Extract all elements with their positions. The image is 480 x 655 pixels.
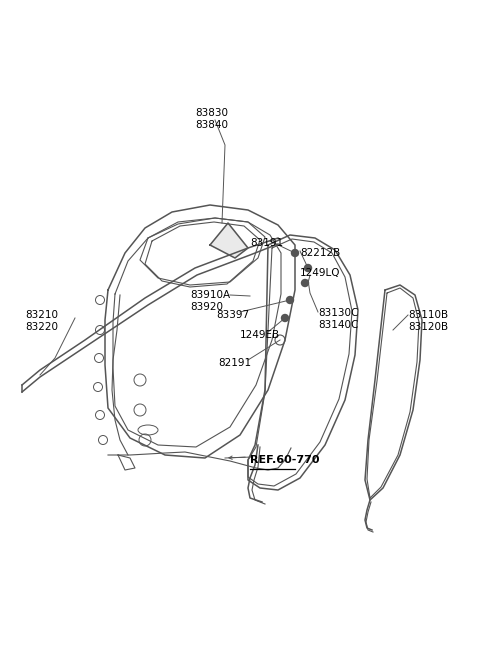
Text: 83210
83220: 83210 83220 <box>25 310 58 331</box>
Text: 1249LQ: 1249LQ <box>300 268 340 278</box>
Circle shape <box>291 250 299 257</box>
Text: 1249EB: 1249EB <box>240 330 280 340</box>
Text: 83130C
83140C: 83130C 83140C <box>318 308 359 329</box>
Text: REF.60-770: REF.60-770 <box>250 455 320 465</box>
Text: 83910A
83920: 83910A 83920 <box>190 290 230 312</box>
Circle shape <box>301 280 309 286</box>
Text: 83397: 83397 <box>216 310 249 320</box>
Text: 82191: 82191 <box>218 358 251 368</box>
Polygon shape <box>210 223 248 258</box>
Circle shape <box>281 314 288 322</box>
Circle shape <box>287 297 293 303</box>
Text: 83830
83840: 83830 83840 <box>195 108 228 130</box>
Text: 83110B
83120B: 83110B 83120B <box>408 310 448 331</box>
Circle shape <box>304 265 312 272</box>
Text: 83191: 83191 <box>250 238 283 248</box>
Text: 82212B: 82212B <box>300 248 340 258</box>
